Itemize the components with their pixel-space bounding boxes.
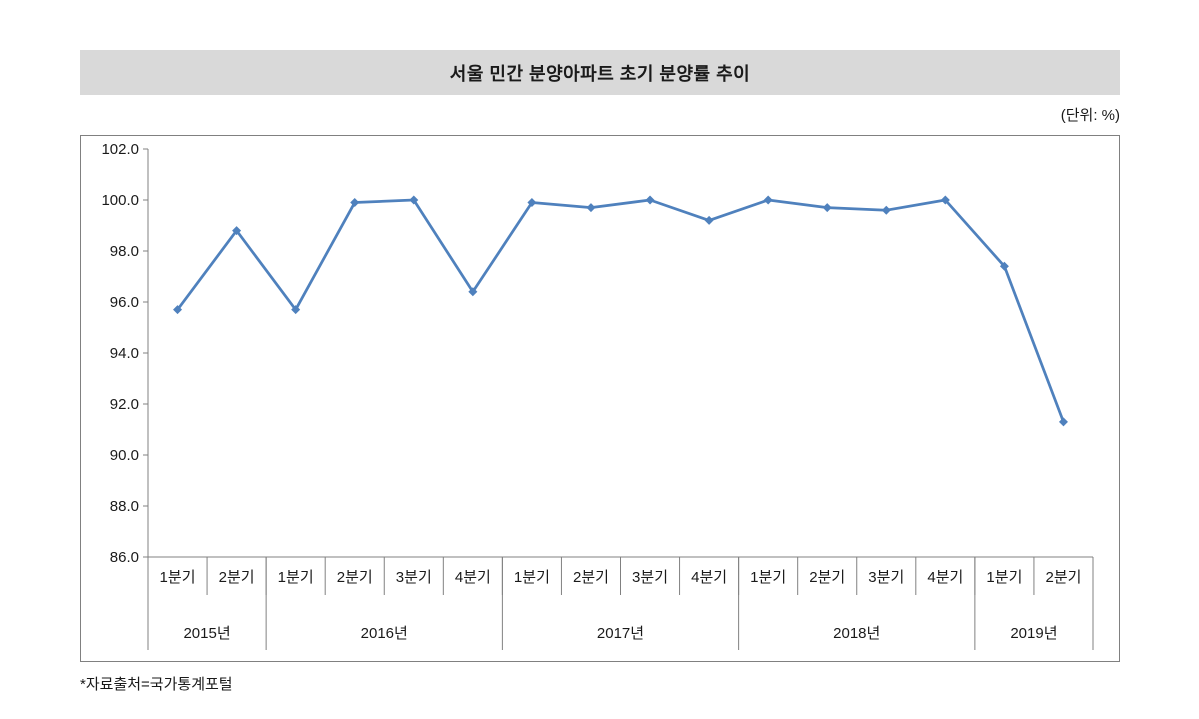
x-axis-year-label: 2019년	[1010, 625, 1057, 642]
line-chart: 86.0 88.0 90.0 92.0 94.0 96.0 98.0 100.0 102.0 20…	[101, 141, 1094, 650]
y-axis-label: 96.0	[110, 294, 139, 311]
x-axis-quarter-label: 2분기	[809, 569, 845, 586]
x-axis-year-label: 2015년	[183, 625, 230, 642]
x-axis-year-label: 2017년	[597, 625, 644, 642]
y-axis-label: 102.0	[101, 141, 139, 158]
data-point-marker	[173, 305, 183, 315]
data-point-marker	[763, 195, 773, 205]
chart-title: 서울 민간 분양아파트 초기 분양률 추이	[449, 63, 751, 84]
x-axis-quarter-label: 1분기	[750, 569, 786, 586]
x-axis-quarter-label: 1분기	[986, 569, 1022, 586]
series-line	[176, 198, 1065, 424]
data-point-marker	[704, 215, 714, 225]
x-axis-quarter-label: 1분기	[278, 569, 314, 586]
y-axis-label: 98.0	[110, 243, 139, 260]
y-axis-label: 88.0	[110, 498, 139, 515]
x-axis-quarter-label: 2분기	[337, 569, 373, 586]
x-axis-quarter-label: 3분기	[396, 569, 432, 586]
x-axis-quarter-label: 2분기	[1045, 569, 1081, 586]
source-note: *자료출처=국가통계포털	[80, 676, 233, 693]
y-axis-label: 92.0	[110, 396, 139, 413]
x-axis-quarter-label: 4분기	[691, 569, 727, 586]
unit-label: (단위: %)	[1060, 107, 1120, 124]
data-point-marker	[881, 205, 891, 215]
y-axis-label: 86.0	[110, 549, 139, 566]
data-point-marker	[291, 305, 301, 315]
data-point-marker	[586, 203, 596, 213]
x-axis-year-label: 2016년	[361, 625, 408, 642]
data-point-marker	[1058, 417, 1068, 427]
x-axis-quarter-label: 2분기	[219, 569, 255, 586]
y-axis-label: 100.0	[101, 192, 139, 209]
x-axis-year-label: 2018년	[833, 625, 880, 642]
chart-frame: 86.0 88.0 90.0 92.0 94.0 96.0 98.0 100.0 102.0 20…	[80, 135, 1120, 662]
y-axis-label: 94.0	[110, 345, 139, 362]
x-axis-quarter-label: 4분기	[455, 569, 491, 586]
x-axis-quarter-label: 3분기	[868, 569, 904, 586]
data-point-marker	[645, 195, 655, 205]
data-point-marker	[527, 198, 537, 208]
x-axis-quarter-label: 2분기	[573, 569, 609, 586]
data-point-marker	[468, 287, 478, 297]
data-point-marker	[999, 261, 1009, 271]
chart-title-bar: 서울 민간 분양아파트 초기 분양률 추이	[80, 50, 1120, 95]
x-axis-quarter-label: 4분기	[927, 569, 963, 586]
data-point-marker	[350, 198, 360, 208]
x-axis-quarter-label: 1분기	[514, 569, 550, 586]
x-axis-quarter-label: 1분기	[160, 569, 196, 586]
data-point-marker	[232, 226, 242, 236]
data-point-marker	[409, 195, 419, 205]
data-point-marker	[822, 203, 832, 213]
data-point-marker	[940, 195, 950, 205]
y-axis-label: 90.0	[110, 447, 139, 464]
x-axis-quarter-label: 3분기	[632, 569, 668, 586]
